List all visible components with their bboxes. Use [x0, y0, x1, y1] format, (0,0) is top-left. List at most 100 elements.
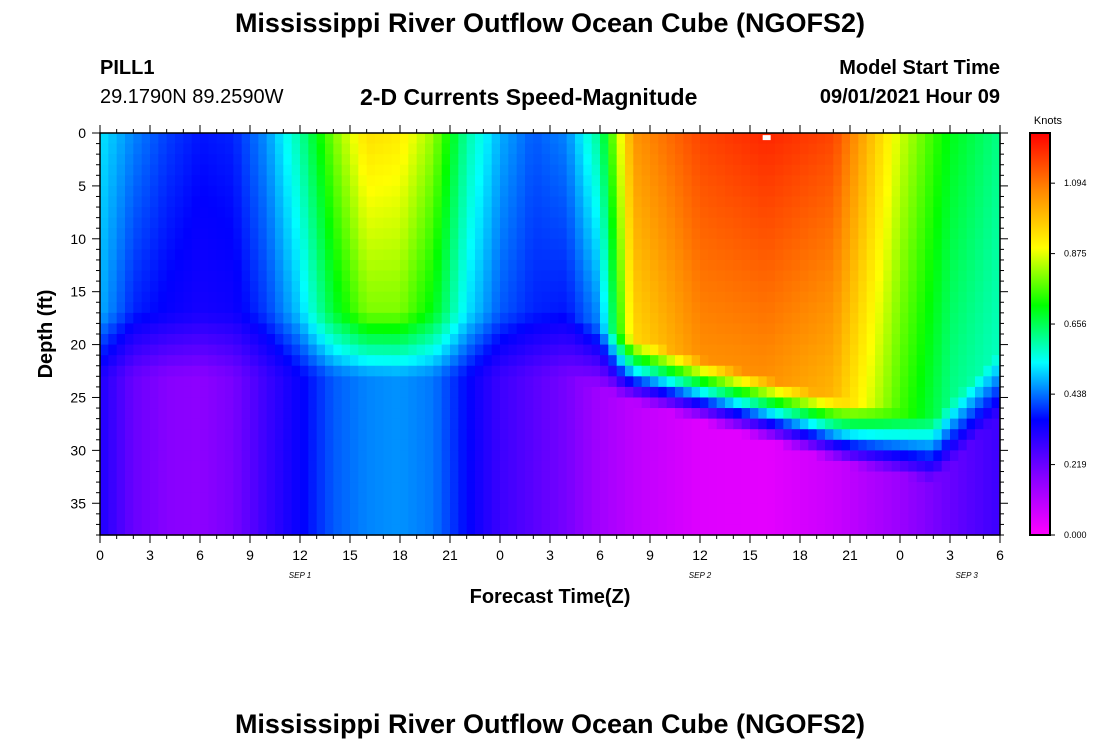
- heatmap-cell: [683, 175, 693, 187]
- heatmap-cell: [600, 196, 609, 208]
- heatmap-cell: [366, 291, 376, 303]
- heatmap-cell: [666, 355, 676, 367]
- heatmap-cell: [541, 418, 551, 430]
- heatmap-cell: [275, 238, 284, 250]
- heatmap-cell: [716, 492, 726, 504]
- heatmap-cell: [675, 429, 684, 441]
- heatmap-cell: [700, 312, 709, 325]
- heatmap-cell: [583, 513, 593, 526]
- heatmap-cell: [941, 386, 951, 399]
- heatmap-cell: [241, 439, 251, 451]
- heatmap-cell: [600, 365, 609, 377]
- heatmap-cell: [675, 154, 684, 166]
- heatmap-cell: [708, 355, 718, 367]
- heatmap-cell: [508, 143, 518, 155]
- heatmap-cell: [725, 355, 734, 367]
- heatmap-cell: [666, 418, 676, 430]
- date-label: SEP 3: [955, 571, 978, 580]
- heatmap-cell: [400, 238, 409, 250]
- heatmap-cell: [891, 365, 901, 377]
- heatmap-cell: [358, 291, 368, 303]
- heatmap-cell: [266, 249, 276, 261]
- heatmap-cell: [291, 249, 301, 261]
- heatmap-cell: [200, 302, 209, 314]
- heatmap-cell: [300, 334, 309, 346]
- heatmap-cell: [683, 133, 693, 145]
- heatmap-cell: [216, 397, 226, 409]
- heatmap-cell: [225, 154, 234, 166]
- heatmap-cell: [841, 154, 851, 166]
- heatmap-cell: [483, 238, 493, 250]
- heatmap-cell: [933, 460, 943, 473]
- heatmap-cell: [908, 133, 918, 145]
- heatmap-cell: [475, 386, 484, 399]
- heatmap-cell: [458, 386, 468, 399]
- heatmap-cell: [725, 408, 734, 420]
- heatmap-cell: [133, 143, 143, 155]
- heatmap-cell: [858, 238, 868, 250]
- heatmap-cell: [533, 439, 543, 451]
- heatmap-cell: [200, 492, 209, 504]
- heatmap-cell: [441, 492, 451, 504]
- heatmap-cell: [408, 365, 418, 377]
- heatmap-cell: [875, 460, 884, 473]
- heatmap-cell: [600, 524, 609, 536]
- heatmap-cell: [975, 302, 984, 314]
- heatmap-cell: [591, 249, 601, 261]
- heatmap-cell: [216, 524, 226, 536]
- heatmap-cell: [325, 513, 334, 526]
- heatmap-cell: [250, 482, 259, 494]
- heatmap-cell: [333, 460, 343, 473]
- heatmap-cell: [741, 238, 751, 250]
- heatmap-cell: [658, 323, 668, 335]
- heatmap-cell: [100, 217, 109, 229]
- heatmap-cell: [258, 429, 268, 441]
- heatmap-cell: [216, 185, 226, 198]
- heatmap-cell: [758, 323, 768, 335]
- heatmap-cell: [316, 228, 326, 240]
- heatmap-cell: [191, 334, 201, 346]
- heatmap-cell: [150, 503, 159, 515]
- heatmap-cell: [583, 365, 593, 377]
- heatmap-cell: [416, 185, 426, 198]
- heatmap-cell: [925, 207, 934, 219]
- heatmap-cell: [841, 185, 851, 198]
- heatmap-cell: [741, 312, 751, 325]
- heatmap-cell: [700, 355, 709, 367]
- heatmap-cell: [850, 207, 859, 219]
- heatmap-cell: [291, 143, 301, 155]
- heatmap-cell: [516, 471, 526, 483]
- heatmap-cell: [175, 217, 184, 229]
- heatmap-cell: [858, 291, 868, 303]
- heatmap-cell: [225, 482, 234, 494]
- heatmap-cell: [100, 228, 109, 240]
- heatmap-cell: [708, 408, 718, 420]
- heatmap-cell: [316, 450, 326, 462]
- heatmap-cell: [683, 429, 693, 441]
- heatmap-cell: [141, 133, 151, 145]
- heatmap-cell: [241, 492, 251, 504]
- heatmap-cell: [141, 482, 151, 494]
- heatmap-cell: [608, 513, 618, 526]
- heatmap-cell: [850, 228, 859, 240]
- heatmap-cell: [550, 291, 559, 303]
- heatmap-cell: [608, 482, 618, 494]
- heatmap-cell: [458, 323, 468, 335]
- heatmap-cell: [708, 513, 718, 526]
- heatmap-cell: [358, 355, 368, 367]
- heatmap-cell: [841, 312, 851, 325]
- heatmap-cell: [516, 418, 526, 430]
- heatmap-cell: [766, 302, 776, 314]
- heatmap-cell: [133, 207, 143, 219]
- heatmap-cell: [825, 344, 834, 356]
- heatmap-cell: [433, 185, 443, 198]
- heatmap-cell: [241, 376, 251, 388]
- heatmap-cell: [775, 386, 784, 399]
- heatmap-cell: [500, 270, 509, 282]
- heatmap-cell: [850, 471, 859, 483]
- heatmap-cell: [166, 270, 176, 282]
- heatmap-cell: [125, 323, 134, 335]
- heatmap-cell: [675, 281, 684, 293]
- heatmap-cell: [250, 386, 259, 399]
